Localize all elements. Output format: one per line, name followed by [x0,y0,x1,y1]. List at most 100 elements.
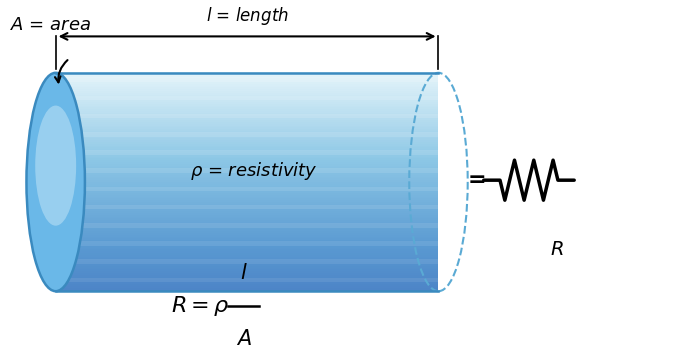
Bar [56,78,438,82]
Bar [56,88,438,91]
Bar [56,127,438,129]
Bar [56,112,438,115]
Bar [56,183,438,186]
Bar [56,116,438,118]
Bar [56,283,438,286]
Bar [56,96,438,98]
Bar [56,216,438,218]
Bar [56,199,438,202]
Bar [56,261,438,264]
Bar [56,219,438,222]
Text: $\rho$ = resistivity: $\rho$ = resistivity [190,160,318,182]
Bar [56,170,438,173]
Bar [56,232,438,235]
Bar [56,205,438,207]
Bar [56,236,438,238]
Bar [56,92,438,95]
Bar [56,194,438,197]
Bar [56,278,438,280]
Bar [56,272,438,275]
Bar [56,105,438,107]
Text: $l$: $l$ [239,263,248,283]
Bar [56,176,438,178]
Bar [56,189,438,191]
Bar [56,179,438,182]
Bar [56,277,438,282]
Bar [56,190,438,193]
Bar [56,76,438,78]
Bar [56,240,438,242]
Bar [56,263,438,266]
Bar [56,212,438,215]
Bar [56,198,438,200]
Bar [56,81,438,84]
Text: $R = \rho$: $R = \rho$ [171,294,230,318]
Bar [56,221,438,224]
Ellipse shape [26,73,85,291]
Bar [56,114,438,118]
Bar [56,254,438,257]
Bar [56,258,438,260]
Bar [56,139,438,142]
Bar [56,259,438,264]
Bar [56,159,438,162]
Bar [56,225,438,228]
Bar [56,72,438,75]
Bar [56,132,438,136]
Bar [56,265,438,268]
Bar [56,152,438,155]
Bar [56,241,438,244]
Bar [56,110,438,113]
Bar [56,87,438,89]
Bar [56,138,438,140]
Bar [56,118,438,120]
Bar [56,83,438,86]
Bar [56,154,438,157]
Bar [56,285,438,288]
Bar [56,125,438,127]
Bar [56,210,438,213]
Bar [56,223,438,226]
Bar [56,178,438,180]
Bar [56,247,438,249]
Bar [56,156,438,158]
Bar [56,161,438,164]
Bar [56,172,438,175]
Bar [56,134,438,136]
Bar [56,245,438,248]
Bar [56,101,438,104]
Bar [56,128,438,131]
Bar [56,274,438,277]
Bar [56,203,438,206]
Text: $R$: $R$ [550,240,564,259]
Bar [56,132,438,135]
Bar [56,229,438,231]
Bar [56,207,438,209]
Bar [56,123,438,126]
Bar [56,230,438,233]
Bar [56,108,438,111]
Bar [56,169,438,171]
Bar [56,205,438,209]
Bar [56,201,438,204]
Bar [56,249,438,251]
Bar [56,270,438,273]
Bar [56,165,438,167]
Bar [56,185,438,187]
Text: $l$ = length: $l$ = length [205,5,289,27]
Text: =: = [468,170,486,190]
Bar [56,143,438,146]
Bar [56,186,438,191]
Bar [56,267,438,269]
Bar [56,85,438,87]
Ellipse shape [35,106,76,226]
Bar [56,252,438,255]
Bar [56,130,438,133]
Bar [56,167,438,169]
Bar [56,98,438,100]
Bar [56,223,438,228]
Bar [56,114,438,116]
Bar [56,209,438,211]
Bar [56,241,438,246]
Bar [56,234,438,237]
